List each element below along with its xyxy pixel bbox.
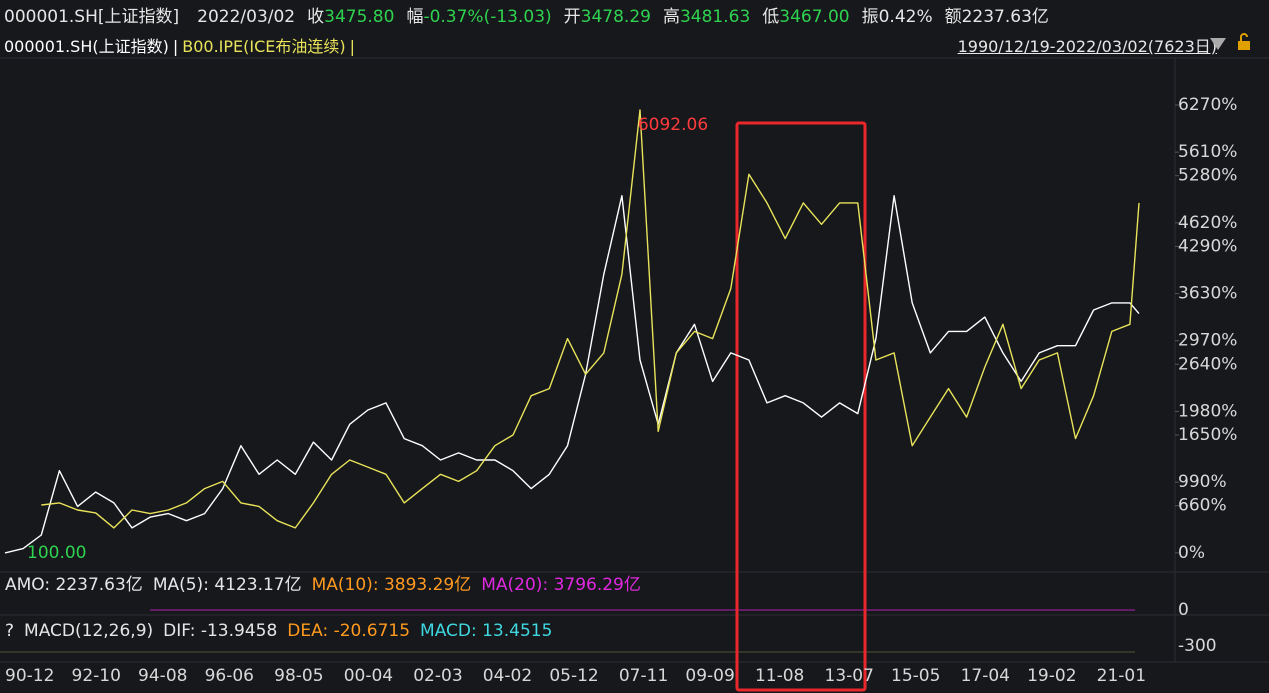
series-line [4, 195, 1140, 554]
macd-label: DEA: -20.6715 [287, 621, 410, 641]
lock-icon[interactable] [1238, 41, 1250, 50]
x-tick-label: 02-03 [413, 666, 462, 686]
amo-label: AMO: 2237.63亿 [5, 575, 143, 595]
y-tick-label: 3630% [1178, 284, 1237, 304]
lock-shackle [1240, 33, 1248, 41]
x-tick-label: 21-01 [1097, 666, 1146, 686]
legend-entry: 000001.SH(上证指数) [4, 37, 169, 56]
field-value: 3467.00 [779, 7, 850, 27]
quote-header: 000001.SH[上证指数] 2022/03/02 收3475.80 幅-0.37%… [4, 2, 1049, 27]
x-tick-label: 15-05 [891, 666, 940, 686]
x-tick-label: 96-06 [205, 666, 254, 686]
y-tick-label: 6270% [1178, 95, 1237, 115]
y-tick-label: 1980% [1178, 401, 1237, 421]
y-tick-label: 4290% [1178, 236, 1237, 256]
x-tick-label: 11-08 [755, 666, 804, 686]
y-tick-label: 1650% [1178, 425, 1237, 445]
amo-label: MA(5): 4123.17亿 [153, 575, 302, 595]
y-tick-label: 660% [1178, 496, 1227, 516]
field-value: 0.42% [878, 7, 933, 27]
x-tick-label: 04-02 [483, 666, 532, 686]
field-label: 收 [307, 7, 325, 27]
symbol: 000001.SH[上证指数] [4, 7, 180, 27]
y-tick-label: 4620% [1178, 213, 1237, 233]
field-label: 高 [662, 7, 680, 27]
macd-label: MACD(12,26,9) [24, 621, 153, 641]
field-label: 振 [861, 7, 879, 27]
highlight-box [735, 121, 867, 692]
amo-label: MA(20): 3796.29亿 [481, 575, 641, 595]
y-tick-label: 990% [1178, 472, 1227, 492]
field-label: 幅 [406, 7, 424, 27]
field-label: 开 [563, 7, 581, 27]
date-range[interactable]: 1990/12/19-2022/03/02(7623日) [957, 37, 1217, 56]
macd-tick-label: -300 [1178, 636, 1217, 656]
field-value: 3481.63 [679, 7, 751, 27]
field-value: -0.37%(-13.03) [423, 7, 552, 27]
dropdown-icon[interactable] [1210, 38, 1226, 50]
field-value: 3475.80 [324, 7, 395, 27]
legend: 000001.SH(上证指数) | B00.IPE(ICE布油连续) | [4, 33, 355, 57]
annotation: 100.00 [27, 543, 86, 563]
field-value: 3478.29 [580, 7, 651, 27]
x-tick-label: 19-02 [1027, 666, 1076, 686]
field-label: 额 [944, 7, 962, 27]
legend-entry: B00.IPE(ICE布油连续) [182, 37, 346, 56]
field-label: 低 [762, 7, 780, 27]
y-tick-label: 5280% [1178, 166, 1237, 186]
x-tick-label: 94-08 [138, 666, 187, 686]
x-tick-label: 90-12 [5, 666, 54, 686]
y-tick-label: 2970% [1178, 331, 1237, 351]
plot-bg [0, 58, 1269, 693]
macd-label: DIF: -13.9458 [163, 621, 277, 641]
x-tick-label: 00-04 [344, 666, 393, 686]
macd-label: MACD: 13.4515 [420, 621, 552, 641]
legend-separator: | [349, 37, 356, 56]
x-tick-label: 98-05 [274, 666, 323, 686]
x-tick-label: 05-12 [549, 666, 598, 686]
x-tick-label: 13-07 [825, 666, 874, 686]
field-value: 2237.63亿 [961, 7, 1049, 27]
x-tick-label: 09-09 [685, 666, 734, 686]
x-tick-label: 07-11 [619, 666, 668, 686]
amo-label: MA(10): 3893.29亿 [312, 575, 472, 595]
y-tick-label: 5610% [1178, 142, 1237, 162]
date: 2022/03/02 [197, 7, 296, 27]
x-tick-label: 92-10 [72, 666, 121, 686]
x-tick-label: 17-04 [961, 666, 1010, 686]
legend-separator: | [172, 37, 179, 56]
macd-label: ? [5, 621, 14, 641]
annotation: 6092.06 [638, 115, 708, 135]
y-tick-label: 0% [1178, 543, 1205, 563]
amo-tick-label: 0 [1178, 600, 1189, 620]
series-line [41, 109, 1140, 529]
y-tick-label: 2640% [1178, 354, 1237, 374]
